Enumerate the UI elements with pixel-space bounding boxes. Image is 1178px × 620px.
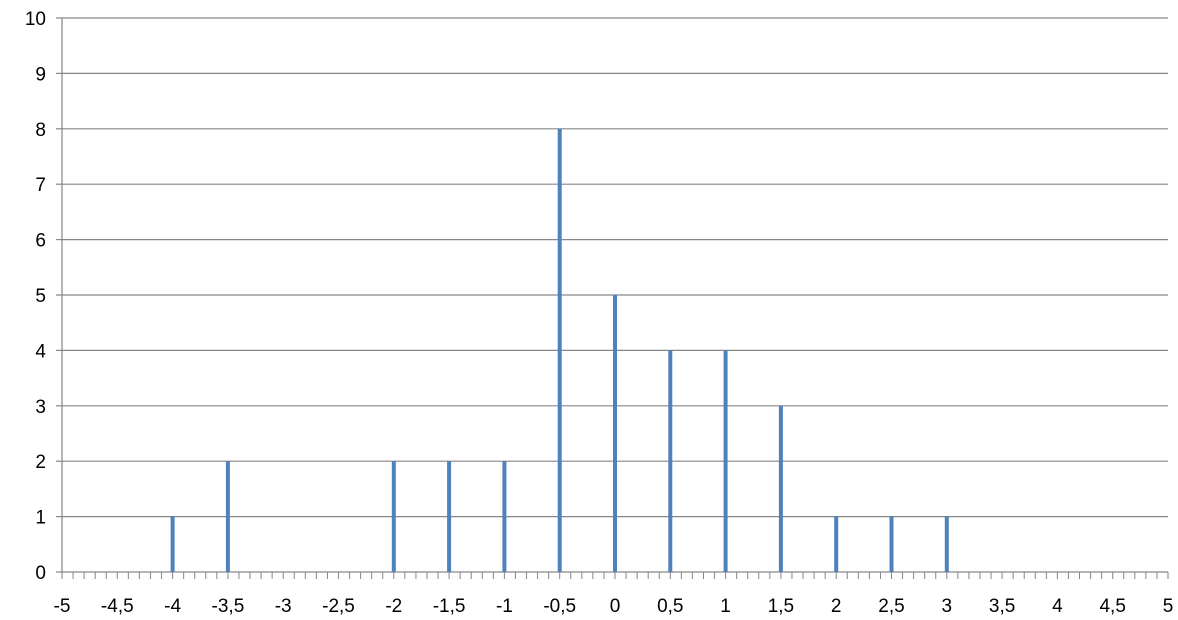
x-tick-label: 4: [1052, 596, 1063, 617]
y-tick-label: 4: [35, 341, 46, 362]
bar: [778, 405, 783, 572]
bar: [170, 516, 175, 572]
y-axis-tick-labels: 0 1 2 3 4 5 6 7 8 9 10: [25, 9, 47, 584]
x-tick-label: -2: [385, 596, 402, 617]
x-tick-label: -0,5: [543, 596, 576, 617]
y-tick-label: 6: [35, 231, 46, 252]
y-tick-label: 1: [35, 508, 46, 529]
bar: [668, 350, 673, 572]
bar: [447, 461, 452, 572]
x-tick-label: 2: [831, 596, 842, 617]
y-tick-label: 5: [35, 286, 46, 307]
y-tick-label: 10: [25, 9, 46, 30]
data-bars: [170, 128, 949, 573]
x-tick-label: 5: [1163, 596, 1174, 617]
bar: [557, 128, 562, 573]
x-tick-label: -2,5: [322, 596, 355, 617]
y-tick-label: 2: [35, 452, 46, 473]
bar: [391, 461, 396, 572]
y-tick-label: 0: [35, 563, 46, 584]
x-tick-label: 4,5: [1099, 596, 1125, 617]
x-axis-tick-labels: -5 -4,5 -4 -3,5 -3 -2,5 -2 -1,5 -1 -0,5 0 0,5 1 1,5 2 2…: [54, 596, 1174, 617]
x-tick-label: 1,5: [768, 596, 794, 617]
bar: [889, 516, 894, 572]
x-tick-label: -3,5: [212, 596, 245, 617]
bar: [834, 516, 839, 572]
bar: [502, 461, 507, 572]
bar: [723, 350, 728, 572]
x-tick-label: -1,5: [433, 596, 466, 617]
bar: [225, 461, 230, 572]
bar: [613, 295, 617, 572]
y-tick-label: 3: [35, 397, 46, 418]
x-tick-label: -3: [275, 596, 292, 617]
x-tick-label: -5: [54, 596, 71, 617]
y-tick-label: 7: [35, 175, 46, 196]
bar: [944, 516, 949, 572]
y-tick-label: 8: [35, 120, 46, 141]
x-tick-label: 0,5: [657, 596, 683, 617]
x-tick-label: 3,5: [989, 596, 1015, 617]
x-tick-label: 3: [942, 596, 953, 617]
x-tick-label: -1: [496, 596, 513, 617]
x-tick-label: 0: [610, 596, 621, 617]
x-tick-label: 2,5: [878, 596, 904, 617]
x-tick-label: -4,5: [101, 596, 134, 617]
x-tick-label: 1: [720, 596, 731, 617]
x-tick-label: -4: [164, 596, 181, 617]
axes: [56, 17, 1169, 579]
y-tick-label: 9: [35, 64, 46, 85]
